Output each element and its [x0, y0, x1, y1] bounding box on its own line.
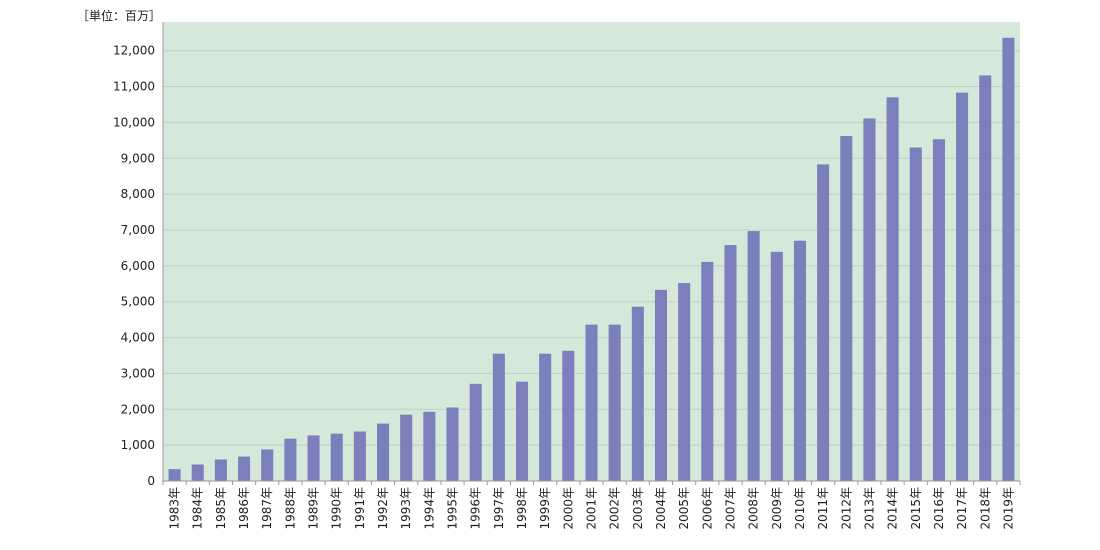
x-tick-labels: 1983年 1984年 1985年 1986年 1987年 1988年 1989年 1990年… — [168, 487, 1016, 530]
x-tick-label: 1992年 — [376, 487, 390, 530]
bar-2008年 — [747, 231, 760, 481]
y-tick-labels: 0 1,000 2,000 3,000 4,000 5,000 6,000 7,000 8,00… — [113, 44, 155, 488]
x-tick-label: 1986年 — [237, 487, 251, 530]
x-tick-label: 2011年 — [816, 487, 830, 530]
x-tick-label: 2013年 — [862, 487, 876, 530]
x-tick-label: 1984年 — [191, 487, 205, 530]
bar-1989年 — [307, 435, 320, 481]
bar-1997年 — [492, 353, 505, 481]
x-tick-label: 2012年 — [839, 487, 853, 530]
y-tick-label: 6,000 — [121, 259, 155, 273]
bar-1993年 — [400, 414, 413, 481]
x-tick-label: 2005年 — [677, 487, 691, 530]
bars — [168, 37, 1015, 481]
x-tick-label: 1993年 — [399, 487, 413, 530]
bar-2013年 — [863, 118, 876, 481]
x-tick-label: 2010年 — [793, 487, 807, 530]
x-tick-label: 2019年 — [1001, 487, 1015, 530]
x-tick-label: 1996年 — [469, 487, 483, 530]
y-tick-label: 0 — [147, 474, 155, 488]
bar-2003年 — [631, 306, 644, 481]
bar-2011年 — [817, 164, 830, 481]
x-tick-label: 1990年 — [330, 487, 344, 530]
y-tick-label: 12,000 — [113, 44, 155, 58]
bar-2017年 — [956, 92, 969, 481]
y-tick-label: 9,000 — [121, 151, 155, 165]
x-tick-label: 2008年 — [747, 487, 761, 530]
x-tick-label: 2014年 — [886, 487, 900, 530]
x-tick-label: 1999年 — [538, 487, 552, 530]
bar-1998年 — [515, 381, 529, 481]
x-tick-label: 1988年 — [283, 487, 297, 530]
x-tick-label: 1994年 — [422, 487, 436, 530]
x-tick-label: 1987年 — [260, 487, 274, 530]
x-tick-label: 2015年 — [909, 487, 923, 530]
bar-1986年 — [238, 456, 251, 481]
bar-2007年 — [724, 245, 737, 481]
bar-2014年 — [886, 97, 899, 481]
bar-2001年 — [585, 324, 598, 481]
bar-1984年 — [191, 464, 204, 481]
x-tick-label: 1989年 — [307, 487, 321, 530]
x-tick-label: 2018年 — [978, 487, 992, 530]
x-tick-label: 1998年 — [515, 487, 529, 530]
bar-1994年 — [423, 411, 436, 481]
axes — [162, 22, 1021, 485]
bar-1988年 — [284, 438, 297, 481]
y-tick-label: 2,000 — [121, 402, 155, 416]
unit-label: ［単位：百万］ — [77, 8, 161, 23]
bar-2016年 — [932, 139, 945, 481]
x-tick-label: 2000年 — [561, 487, 575, 530]
y-tick-label: 10,000 — [113, 115, 155, 129]
bar-2018年 — [979, 75, 992, 481]
x-tick-label: 2006年 — [700, 487, 714, 530]
bar-1996年 — [469, 383, 482, 481]
x-tick-label: 2004年 — [654, 487, 668, 530]
bar-2015年 — [909, 147, 922, 481]
y-tick-label: 3,000 — [121, 366, 155, 380]
x-tick-label: 2017年 — [955, 487, 969, 530]
bar-2000年 — [562, 350, 575, 481]
bar-2004年 — [654, 289, 668, 481]
y-tick-label: 1,000 — [121, 438, 155, 452]
x-tick-label: 2007年 — [723, 487, 737, 530]
bar-2005年 — [678, 283, 691, 481]
bar-2012年 — [840, 136, 853, 481]
y-tick-label: 8,000 — [121, 187, 155, 201]
bar-1995年 — [446, 407, 459, 481]
x-tick-label: 2016年 — [932, 487, 946, 530]
x-tick-label: 1983年 — [168, 487, 182, 530]
x-tick-label: 1997年 — [492, 487, 506, 530]
x-tick-label: 1991年 — [353, 487, 367, 530]
bar-2019年 — [1002, 37, 1015, 481]
bar-1987年 — [261, 449, 274, 481]
y-tick-label: 4,000 — [121, 331, 155, 345]
x-tick-label: 2003年 — [631, 487, 645, 530]
x-tick-label: 2002年 — [608, 487, 622, 530]
bar-2010年 — [793, 240, 806, 481]
bar-1985年 — [214, 459, 227, 481]
y-tick-label: 11,000 — [113, 80, 155, 94]
x-tick-label: 1995年 — [446, 487, 460, 530]
bar-1991年 — [353, 431, 366, 481]
bar-1992年 — [377, 423, 390, 481]
bar-1990年 — [330, 433, 343, 481]
bar-1983年 — [168, 469, 181, 481]
bar-2002年 — [608, 324, 621, 481]
bar-1999年 — [539, 353, 552, 481]
bar-2006年 — [701, 261, 714, 481]
x-tick-label: 1985年 — [214, 487, 228, 530]
y-tick-label: 7,000 — [121, 223, 155, 237]
x-tick-label: 2009年 — [770, 487, 784, 530]
y-tick-label: 5,000 — [121, 295, 155, 309]
bar-2009年 — [770, 251, 783, 481]
x-tick-label: 2001年 — [585, 487, 599, 530]
